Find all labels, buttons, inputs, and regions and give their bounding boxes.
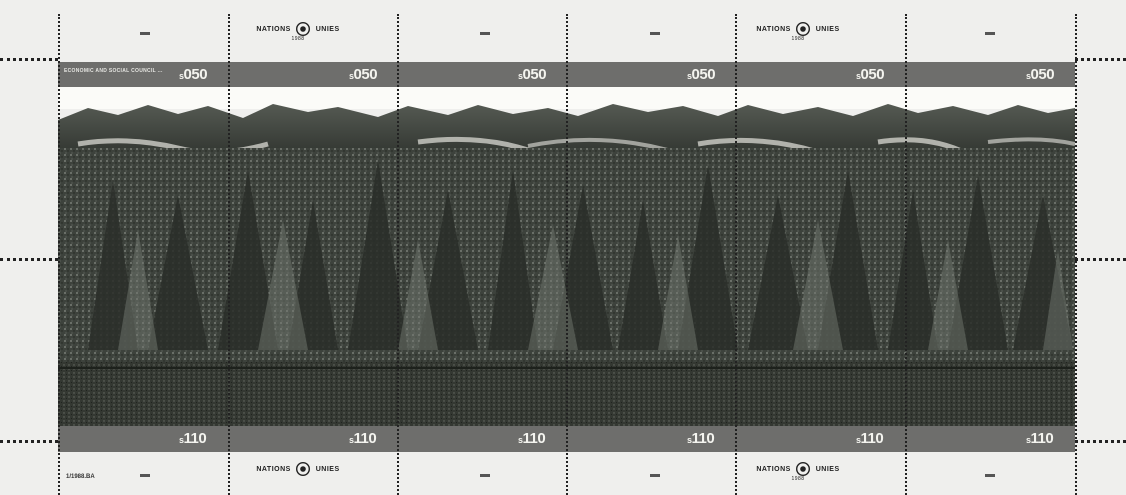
emblem-word-left: NATIONS [256,465,291,473]
un-emblem-top-left: NATIONS UNIES 1988 [228,22,368,42]
denomination-value: 050 [353,66,378,83]
un-emblem-icon [296,22,311,36]
emblem-word-right: UNIES [315,25,340,33]
vertical-perforation [397,14,399,495]
emblem-word-right: UNIES [315,465,340,473]
selvage-mark [480,32,490,35]
emblem-word-right: UNIES [815,25,840,33]
currency-symbol: s [518,435,523,445]
stamp-denomination: s050 [518,66,547,83]
emblem-year: 1988 [791,476,805,482]
currency-symbol: s [1026,435,1031,445]
emblem-word-right: UNIES [815,465,840,473]
denomination-value: 050 [1030,66,1055,83]
denomination-value: 110 [183,430,207,447]
horizontal-perforation [1075,58,1126,61]
denomination-value: 110 [691,430,715,447]
emblem-year: 1988 [791,36,805,42]
stamp-denomination: s110 [856,430,884,447]
currency-symbol: s [349,435,354,445]
un-emblem-top-right: NATIONS UNIES 1988 [728,22,868,42]
currency-symbol: s [179,71,184,81]
stamp-denomination: s050 [856,66,885,83]
selvage-mark [140,474,150,477]
un-emblem-icon [296,462,311,476]
un-emblem-icon [796,462,811,476]
vertical-perforation [228,14,230,495]
stamp-denomination: s050 [349,66,378,83]
un-emblem-bottom-left: NATIONS UNIES [228,462,368,476]
vertical-perforation [58,14,60,495]
selvage-mark [985,474,995,477]
currency-symbol: s [687,71,692,81]
selvage-mark [480,474,490,477]
horizontal-perforation [1075,440,1126,443]
currency-symbol: s [856,71,861,81]
stamp-denomination: s110 [1026,430,1054,447]
horizontal-perforation [0,258,58,261]
currency-symbol: s [1026,71,1031,81]
denomination-value: 050 [860,66,885,83]
selvage-mark [650,474,660,477]
stamp-denomination: s110 [349,430,377,447]
selvage-mark [140,32,150,35]
stamp-denomination: s110 [687,430,715,447]
denomination-value: 050 [183,66,208,83]
currency-symbol: s [179,435,184,445]
un-emblem-icon [796,22,811,36]
horizontal-perforation [0,58,58,61]
denomination-value: 110 [860,430,884,447]
currency-symbol: s [687,435,692,445]
stamp-denomination: s050 [179,66,208,83]
emblem-year: 1988 [291,36,305,42]
currency-symbol: s [518,71,523,81]
un-emblem-bottom-right: NATIONS UNIES 1988 [728,462,868,482]
denomination-value: 110 [522,430,546,447]
denomination-value: 050 [522,66,547,83]
selvage-mark [650,32,660,35]
selvage-mark [985,32,995,35]
horizontal-perforation [0,440,58,443]
emblem-word-left: NATIONS [256,25,291,33]
stamp-denomination: s050 [1026,66,1055,83]
stamp-denomination: s110 [179,430,207,447]
denomination-value: 110 [353,430,377,447]
conifer-trees [88,160,1073,350]
vertical-perforation [1075,14,1077,495]
vertical-perforation [735,14,737,495]
stamp-denomination: s050 [687,66,716,83]
sheet-number: 1/1988.BA [66,474,95,480]
stamp-caption: ECONOMIC AND SOCIAL COUNCIL ... [64,68,163,74]
vertical-perforation [905,14,907,495]
denomination-value: 110 [1030,430,1054,447]
horizontal-perforation [1075,258,1126,261]
currency-symbol: s [349,71,354,81]
currency-symbol: s [856,435,861,445]
emblem-word-left: NATIONS [756,25,791,33]
emblem-word-left: NATIONS [756,465,791,473]
denomination-value: 050 [691,66,716,83]
stamp-denomination: s110 [518,430,546,447]
vertical-perforation [566,14,568,495]
